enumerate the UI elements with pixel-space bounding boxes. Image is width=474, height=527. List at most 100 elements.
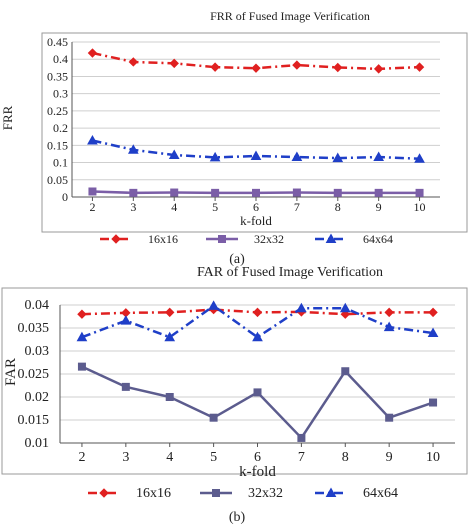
- data-point: [341, 367, 350, 376]
- x-tick-label: 10: [426, 450, 440, 465]
- data-point: [127, 144, 139, 154]
- data-point: [427, 327, 439, 338]
- series-64x64: [87, 134, 425, 163]
- y-tick-label: 0.3: [53, 87, 68, 101]
- data-point: [170, 188, 179, 197]
- x-tick-label: 4: [166, 450, 173, 465]
- data-point: [333, 62, 343, 73]
- data-point: [209, 413, 218, 422]
- data-point: [208, 300, 219, 310]
- data-point: [128, 57, 139, 67]
- y-tick-label: 0.025: [18, 367, 50, 382]
- legend-marker: [111, 234, 121, 244]
- series-32x32: [77, 362, 438, 442]
- x-tick-label: 9: [376, 200, 382, 214]
- x-tick-label: 2: [78, 450, 85, 465]
- y-tick-label: 0: [62, 190, 68, 204]
- data-point: [165, 393, 174, 401]
- legend-marker: [218, 235, 226, 243]
- x-tick-label: 7: [294, 200, 300, 214]
- panel-label: (a): [229, 252, 245, 267]
- data-point: [209, 151, 221, 162]
- y-tick-label: 0.15: [47, 138, 68, 152]
- legend: 16x16 32x32 64x64: [88, 486, 398, 501]
- legend: 16x16 32x32 64x64: [100, 232, 393, 246]
- data-point: [373, 151, 385, 162]
- x-tick-label: 3: [130, 200, 136, 214]
- legend-label: 16x16: [148, 232, 178, 246]
- legend-marker: [325, 233, 337, 243]
- data-point: [374, 188, 383, 197]
- data-point: [120, 315, 132, 325]
- x-tick-label: 8: [335, 200, 341, 214]
- data-point: [164, 331, 176, 342]
- legend-label: 32x32: [248, 486, 283, 501]
- data-point: [296, 302, 307, 313]
- data-point: [332, 152, 344, 163]
- y-tick-label: 0.03: [25, 344, 50, 359]
- data-point: [211, 188, 220, 197]
- data-point: [384, 307, 394, 318]
- legend-marker: [325, 487, 337, 497]
- series-line: [92, 51, 420, 71]
- chart-frame: [41, 32, 468, 233]
- y-tick-label: 0.035: [18, 321, 50, 336]
- data-point: [77, 362, 86, 371]
- y-tick-label: 0.45: [47, 35, 68, 49]
- legend-label: 64x64: [363, 486, 398, 501]
- data-point: [88, 187, 97, 196]
- x-tick-label: 2: [89, 200, 95, 214]
- data-point: [415, 188, 424, 197]
- data-point: [168, 149, 180, 159]
- data-point: [165, 307, 175, 318]
- legend-label: 16x16: [136, 486, 171, 501]
- y-tick-label: 0.25: [47, 104, 68, 118]
- y-axis-label: FAR: [3, 358, 19, 386]
- data-point: [87, 134, 98, 145]
- x-axis-label: k-fold: [239, 464, 276, 480]
- x-tick-label: 8: [342, 450, 349, 465]
- x-tick-label: 3: [122, 450, 129, 465]
- x-tick-label: 7: [298, 450, 305, 465]
- x-tick-label: 6: [254, 450, 261, 465]
- legend-marker: [212, 489, 220, 497]
- data-point: [252, 188, 260, 197]
- data-point: [292, 188, 301, 197]
- data-point: [252, 331, 263, 342]
- data-point: [252, 307, 263, 318]
- data-point: [169, 58, 179, 69]
- series-line: [81, 304, 434, 339]
- data-point: [87, 48, 98, 58]
- panel-label: (b): [229, 510, 246, 525]
- data-point: [333, 188, 342, 197]
- x-tick-label: 5: [212, 200, 218, 214]
- y-tick-label: 0.05: [47, 173, 68, 187]
- series-16x16: [87, 48, 425, 74]
- y-tick-label: 0.1: [53, 156, 68, 170]
- x-axis-label: k-fold: [240, 213, 272, 228]
- x-tick-label: 4: [171, 200, 177, 214]
- data-point: [250, 150, 262, 161]
- data-point: [77, 309, 87, 319]
- data-point: [429, 398, 438, 407]
- data-point: [253, 388, 262, 397]
- data-point: [339, 302, 351, 313]
- x-tick-label: 10: [414, 200, 426, 214]
- legend-label: 32x32: [254, 232, 284, 246]
- data-point: [373, 64, 384, 74]
- data-point: [76, 331, 88, 342]
- series-32x32: [88, 187, 424, 197]
- y-tick-label: 0.01: [25, 436, 50, 451]
- x-tick-label: 6: [253, 200, 259, 214]
- chart-title: FAR of Fused Image Verification: [197, 265, 383, 280]
- x-tick-label: 9: [386, 450, 393, 465]
- y-tick-label: 0.35: [47, 69, 68, 83]
- data-point: [385, 413, 394, 422]
- chart-frame: [1, 287, 468, 475]
- data-point: [414, 62, 425, 72]
- y-tick-label: 0.015: [18, 413, 50, 428]
- data-point: [291, 151, 303, 162]
- chart-panel-a: 0 0.05 0.1 0.15 0.2 0.25 0.3 0.35 0.4 0.45 2 3 4 5 6 7 8…: [0, 9, 468, 267]
- data-point: [121, 382, 130, 391]
- y-tick-label: 0.4: [53, 52, 68, 66]
